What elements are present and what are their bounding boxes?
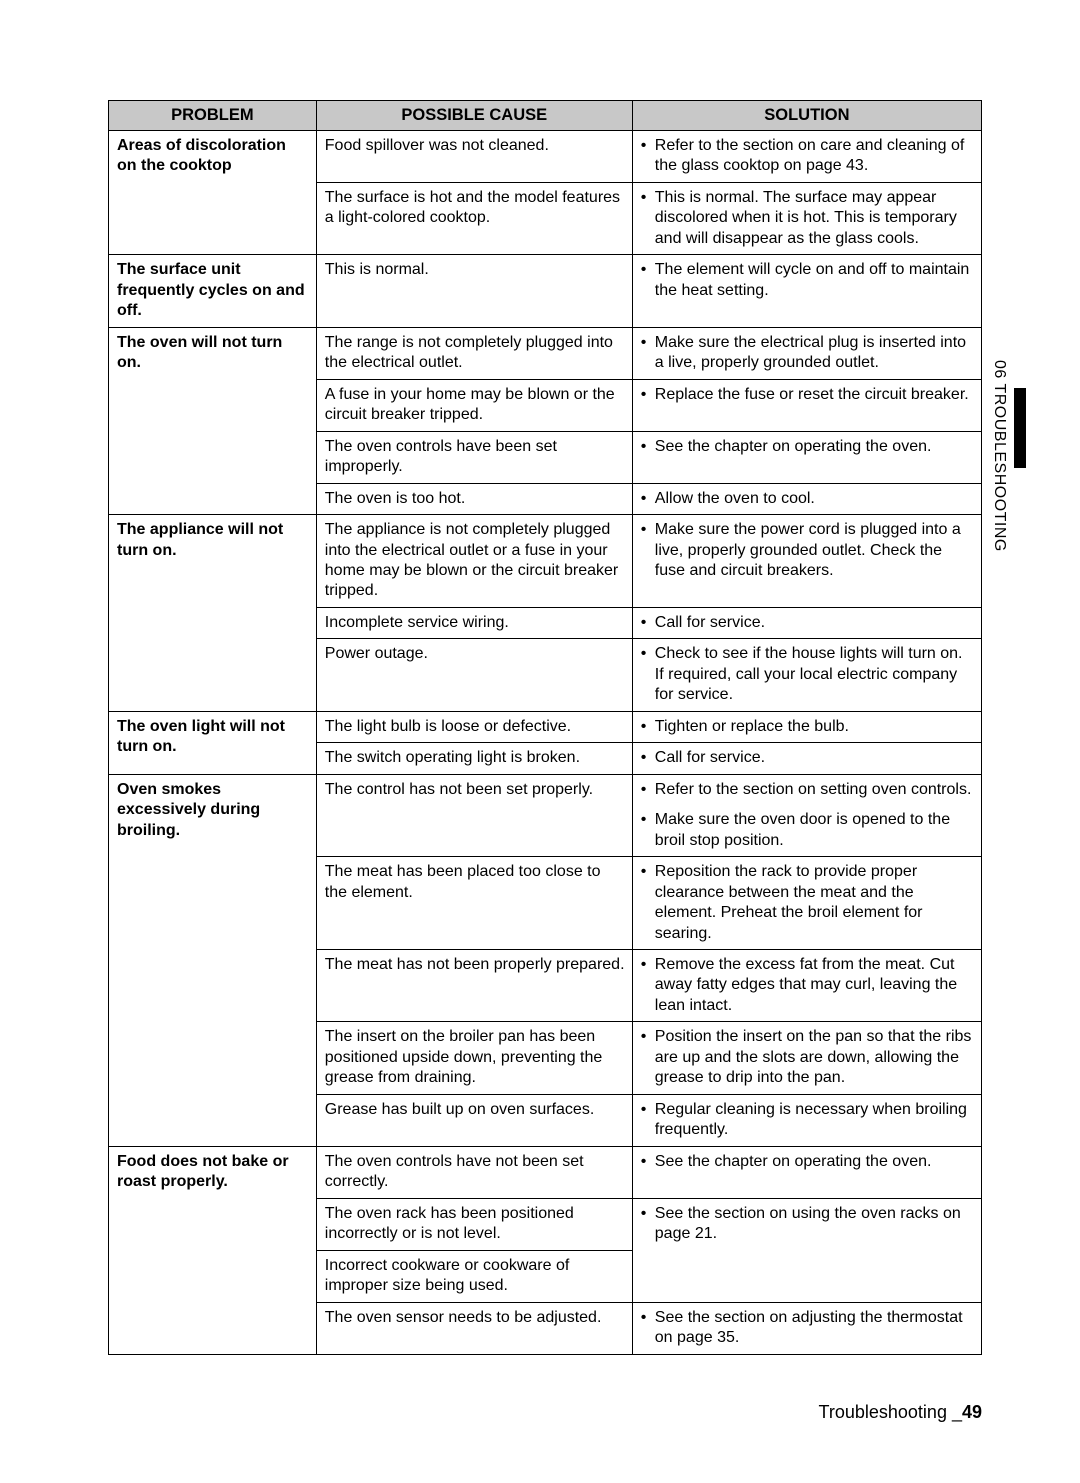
solution-item: See the chapter on operating the oven. (641, 1152, 974, 1172)
solution-item: Refer to the section on setting oven con… (641, 780, 974, 800)
problem-cell: The oven will not turn on. (109, 327, 317, 514)
solution-cell: Check to see if the house lights will tu… (632, 639, 981, 711)
troubleshooting-table: PROBLEM POSSIBLE CAUSE SOLUTION Areas of… (108, 100, 982, 1355)
problem-cell: The oven light will not turn on. (109, 711, 317, 774)
cause-cell: The meat has not been properly prepared. (316, 950, 632, 1022)
solution-item: Remove the excess fat from the meat. Cut… (641, 955, 974, 1016)
problem-cell: Areas of discoloration on the cooktop (109, 131, 317, 255)
solution-item: Make sure the oven door is opened to the… (641, 810, 974, 851)
solution-item: Check to see if the house lights will tu… (641, 644, 974, 705)
header-problem: PROBLEM (109, 101, 317, 131)
solution-item: Allow the oven to cool. (641, 489, 974, 509)
solution-cell: Replace the fuse or reset the circuit br… (632, 379, 981, 431)
page-footer: Troubleshooting _49 (819, 1402, 982, 1423)
cause-cell: The oven controls have not been set corr… (316, 1146, 632, 1198)
problem-cell: Food does not bake or roast properly. (109, 1146, 317, 1354)
solution-item: This is normal. The surface may appear d… (641, 188, 974, 249)
solution-cell: Refer to the section on care and cleanin… (632, 131, 981, 183)
table-row: Food does not bake or roast properly.The… (109, 1146, 982, 1198)
problem-cell: The appliance will not turn on. (109, 515, 317, 712)
solution-item: Make sure the power cord is plugged into… (641, 520, 974, 581)
cause-cell: The surface is hot and the model feature… (316, 182, 632, 254)
problem-cell: Oven smokes excessively during broiling. (109, 774, 317, 1146)
cause-cell: Incorrect cookware or cookware of improp… (316, 1250, 632, 1302)
solution-item: Reposition the rack to provide proper cl… (641, 862, 974, 944)
cause-cell: Power outage. (316, 639, 632, 711)
cause-cell: The control has not been set properly. (316, 774, 632, 856)
solution-item: Call for service. (641, 613, 974, 633)
problem-cell: The surface unit frequently cycles on an… (109, 255, 317, 327)
solution-cell: Remove the excess fat from the meat. Cut… (632, 950, 981, 1022)
solution-cell: Call for service. (632, 607, 981, 638)
solution-cell: Tighten or replace the bulb. (632, 711, 981, 742)
solution-item: Tighten or replace the bulb. (641, 717, 974, 737)
solution-cell: See the chapter on operating the oven. (632, 431, 981, 483)
solution-cell: Reposition the rack to provide proper cl… (632, 857, 981, 950)
solution-item: See the chapter on operating the oven. (641, 437, 974, 457)
footer-label: Troubleshooting _ (819, 1402, 962, 1422)
solution-item: Regular cleaning is necessary when broil… (641, 1100, 974, 1141)
solution-cell: Position the insert on the pan so that t… (632, 1022, 981, 1094)
solution-cell: Make sure the electrical plug is inserte… (632, 327, 981, 379)
cause-cell: The switch operating light is broken. (316, 743, 632, 774)
cause-cell: Grease has built up on oven surfaces. (316, 1094, 632, 1146)
cause-cell: The range is not completely plugged into… (316, 327, 632, 379)
solution-item: Replace the fuse or reset the circuit br… (641, 385, 974, 405)
cause-cell: The oven controls have been set improper… (316, 431, 632, 483)
table-row: The oven will not turn on.The range is n… (109, 327, 982, 379)
table-row: The appliance will not turn on.The appli… (109, 515, 982, 608)
cause-cell: The insert on the broiler pan has been p… (316, 1022, 632, 1094)
section-tab-marker (1014, 388, 1026, 468)
cause-cell: The meat has been placed too close to th… (316, 857, 632, 950)
table-row: The surface unit frequently cycles on an… (109, 255, 982, 327)
footer-page-number: 49 (962, 1402, 982, 1422)
section-tab: 06 TROUBLESHOOTING (990, 360, 1026, 552)
solution-item: See the section on using the oven racks … (641, 1204, 974, 1245)
header-solution: SOLUTION (632, 101, 981, 131)
solution-cell: See the section on adjusting the thermos… (632, 1302, 981, 1354)
solution-item: Call for service. (641, 748, 974, 768)
cause-cell: This is normal. (316, 255, 632, 327)
cause-cell: The oven sensor needs to be adjusted. (316, 1302, 632, 1354)
table-row: Oven smokes excessively during broiling.… (109, 774, 982, 856)
solution-item: Refer to the section on care and cleanin… (641, 136, 974, 177)
table-header-row: PROBLEM POSSIBLE CAUSE SOLUTION (109, 101, 982, 131)
solution-cell: The element will cycle on and off to mai… (632, 255, 981, 327)
solution-item: See the section on adjusting the thermos… (641, 1308, 974, 1349)
solution-cell: Call for service. (632, 743, 981, 774)
solution-item: The element will cycle on and off to mai… (641, 260, 974, 301)
solution-item: Make sure the electrical plug is inserte… (641, 333, 974, 374)
cause-cell: The appliance is not completely plugged … (316, 515, 632, 608)
section-tab-label: 06 TROUBLESHOOTING (990, 360, 1008, 552)
cause-cell: A fuse in your home may be blown or the … (316, 379, 632, 431)
solution-cell: See the section on using the oven racks … (632, 1198, 981, 1302)
solution-cell: Allow the oven to cool. (632, 483, 981, 514)
solution-item: Position the insert on the pan so that t… (641, 1027, 974, 1088)
cause-cell: Food spillover was not cleaned. (316, 131, 632, 183)
cause-cell: The oven rack has been positioned incorr… (316, 1198, 632, 1250)
cause-cell: Incomplete service wiring. (316, 607, 632, 638)
solution-cell: Make sure the power cord is plugged into… (632, 515, 981, 608)
solution-cell: This is normal. The surface may appear d… (632, 182, 981, 254)
cause-cell: The light bulb is loose or defective. (316, 711, 632, 742)
solution-cell: Regular cleaning is necessary when broil… (632, 1094, 981, 1146)
solution-cell: Refer to the section on setting oven con… (632, 774, 981, 856)
table-row: The oven light will not turn on.The ligh… (109, 711, 982, 742)
table-row: Areas of discoloration on the cooktopFoo… (109, 131, 982, 183)
header-cause: POSSIBLE CAUSE (316, 101, 632, 131)
solution-cell: See the chapter on operating the oven. (632, 1146, 981, 1198)
cause-cell: The oven is too hot. (316, 483, 632, 514)
